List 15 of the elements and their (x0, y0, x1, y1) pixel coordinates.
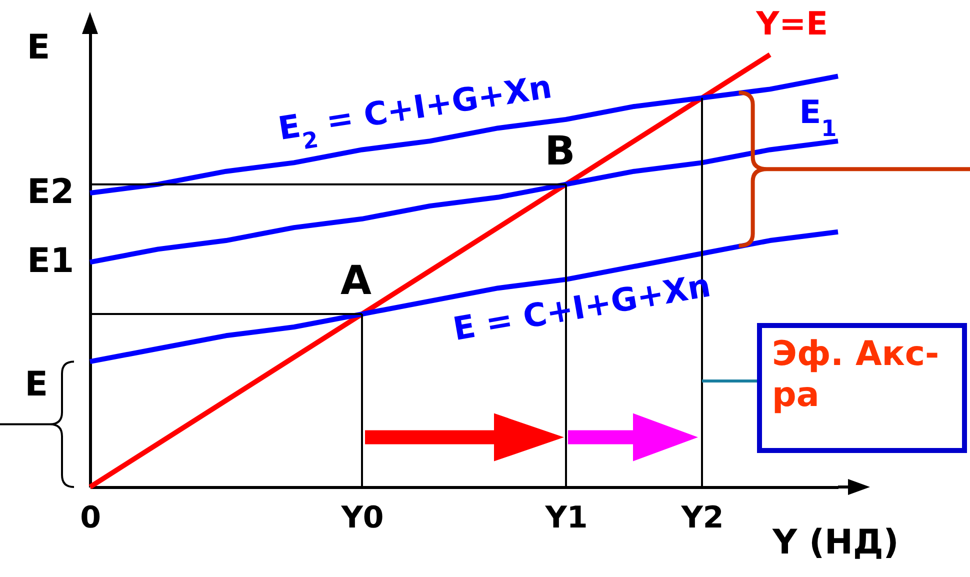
x-tick-label: Y2 (680, 500, 724, 536)
text: E (24, 364, 48, 405)
x-tick-label: Y1 (544, 500, 588, 536)
series-label: Y=E (755, 4, 828, 43)
x-axis-title: Y (НД) (772, 522, 899, 562)
text: E = C+I+G+Xn (450, 266, 714, 348)
x-tick-label: 0 (80, 500, 101, 536)
y-axis-title: E (26, 28, 50, 68)
annotation: Эф. Акс-ра (757, 323, 967, 453)
annotation: A (340, 258, 372, 304)
annotation: E1 (27, 241, 74, 282)
annotation: E2 (27, 172, 74, 212)
annotation: B (544, 128, 576, 174)
series-label: E$_{1}$ (799, 93, 837, 142)
x-tick-label: Y0 (340, 500, 384, 536)
